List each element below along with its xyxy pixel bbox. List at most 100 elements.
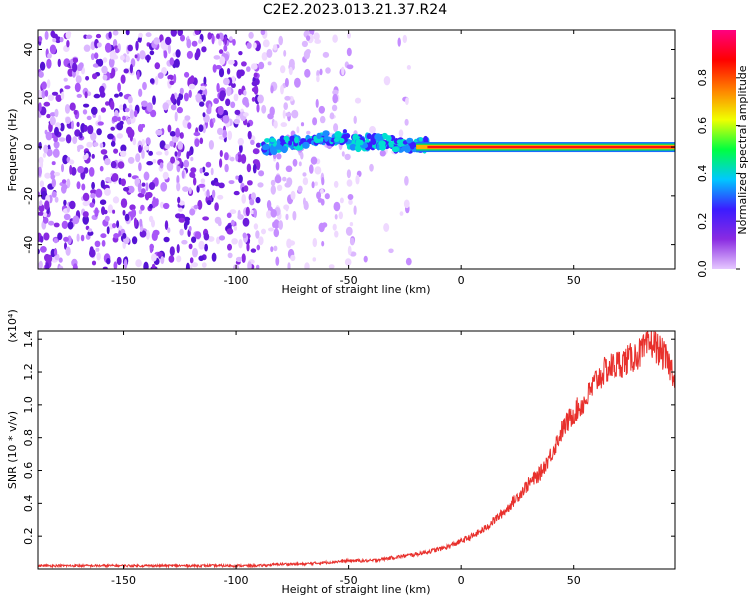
spectrogram-cell xyxy=(160,182,168,192)
spectrogram-cell xyxy=(334,230,339,238)
spectrogram-cell xyxy=(102,57,108,63)
spectrogram-cell xyxy=(53,136,58,143)
y-tick-label: -40 xyxy=(22,236,35,254)
spectrogram-cell xyxy=(200,178,206,184)
spectrogram-cell xyxy=(353,115,357,124)
spectrogram-cell xyxy=(106,258,111,265)
spectrogram-cell xyxy=(119,104,124,110)
spectrogram-cell xyxy=(122,232,127,239)
spectrogram-cell xyxy=(256,103,260,113)
spectrogram-cell xyxy=(347,32,351,39)
spectrogram-cell xyxy=(47,53,52,59)
spectrogram-cell xyxy=(151,263,156,269)
spectrogram-cell xyxy=(39,61,46,71)
spectrogram-cell xyxy=(176,106,183,114)
spectrogram-cell xyxy=(288,240,296,246)
spectrogram-cell xyxy=(102,266,108,269)
x-tick-label: 0 xyxy=(458,274,465,287)
spectrogram-cell xyxy=(285,213,289,221)
spectrogram-cell xyxy=(90,193,96,199)
spectrogram-cell xyxy=(388,248,394,254)
spectrogram-cell xyxy=(181,170,185,179)
spectrogram-cell xyxy=(184,115,191,121)
spectrogram-cell xyxy=(99,91,106,98)
spectrogram-cell xyxy=(82,109,88,115)
spectrogram-cell xyxy=(188,89,192,98)
spectrogram-cell xyxy=(252,148,260,155)
signal-band-cell xyxy=(396,139,403,144)
spectrogram-cell xyxy=(149,243,154,250)
spectrogram-cell xyxy=(322,51,330,58)
chart-title: C2E2.2023.013.21.37.R24 xyxy=(263,2,447,18)
spectrogram-cell xyxy=(87,230,94,236)
spectrogram-cell xyxy=(212,64,217,73)
colorbar-gradient xyxy=(712,30,736,269)
spectrogram-cell xyxy=(129,134,133,142)
spectrogram-cell xyxy=(183,92,189,102)
spectrogram-cell xyxy=(240,154,247,164)
x-tick-label: -100 xyxy=(224,274,249,287)
signal-band-cell xyxy=(283,135,290,141)
spectrogram-cell xyxy=(109,50,117,61)
spectrogram-cell xyxy=(51,178,56,188)
spectrogram-cell xyxy=(91,153,95,159)
spectrogram-cell xyxy=(96,42,102,48)
spectrogram-cell xyxy=(108,31,112,39)
spectrogram-cell xyxy=(87,228,93,233)
spectrogram-cell xyxy=(257,182,264,188)
spectrogram-cell xyxy=(332,93,339,104)
spectrogram-cell xyxy=(300,151,304,160)
spectrogram-cell xyxy=(226,68,231,75)
spectrogram-cell xyxy=(319,68,323,76)
spectrogram-cell xyxy=(190,167,197,174)
spectrogram-cell xyxy=(167,74,174,81)
spectrogram-cell xyxy=(294,77,301,88)
spectrogram-cell xyxy=(113,233,120,239)
spectrogram-cell xyxy=(44,200,50,210)
spectrogram-cell xyxy=(154,62,161,70)
spectrogram-cell xyxy=(207,236,215,242)
spectrogram-cell xyxy=(93,142,99,147)
spectrogram-cell xyxy=(246,163,252,173)
spectrogram-cell xyxy=(61,163,64,173)
spectrogram-cell xyxy=(179,228,184,236)
spectrogram-cell xyxy=(152,159,157,164)
spectrogram-cell xyxy=(138,209,143,215)
signal-band-cell xyxy=(269,137,276,143)
spectrogram-cell xyxy=(125,30,130,36)
spectrogram-cell xyxy=(207,32,212,40)
spectrogram-x-ticks: -150 -100 -50 0 50 xyxy=(111,30,581,287)
spectrogram-cell xyxy=(312,117,318,126)
spectrogram-cell xyxy=(272,44,278,51)
spectrogram-cell xyxy=(324,193,330,200)
spectrogram-cell xyxy=(291,109,299,119)
spectrogram-cell xyxy=(173,73,177,84)
spectrogram-cell xyxy=(88,167,95,177)
spectrogram-cell xyxy=(139,218,143,227)
spectrogram-cell xyxy=(283,50,287,57)
spectrogram-cell xyxy=(251,192,256,200)
spectrogram-cell xyxy=(213,98,220,104)
spectrogram-cell xyxy=(224,152,229,161)
spectrogram-cell xyxy=(169,140,175,147)
spectrogram-cell xyxy=(113,261,118,269)
spectrogram-cell xyxy=(39,180,45,188)
spectrogram-cell xyxy=(42,217,49,224)
spectrogram-cell xyxy=(46,148,53,157)
spectrogram-cell xyxy=(170,104,177,111)
spectrogram-cell xyxy=(61,179,67,184)
spectrogram-cell xyxy=(204,243,209,252)
spectrogram-cell xyxy=(64,85,71,90)
spectrogram-cell xyxy=(136,70,140,80)
spectrogram-cell xyxy=(328,264,335,269)
spectrogram-cell xyxy=(72,57,79,63)
spectrogram-cell xyxy=(62,154,69,165)
spectrogram-x-label: Height of straight line (km) xyxy=(281,283,430,296)
spectrogram-cell xyxy=(379,150,386,157)
spectrogram-cell xyxy=(363,255,368,263)
spectrogram-cell xyxy=(129,63,133,74)
spectrogram-cell xyxy=(270,185,276,195)
spectrogram-cell xyxy=(139,50,146,60)
spectrogram-cell xyxy=(218,38,222,46)
spectrogram-cell xyxy=(284,95,291,101)
